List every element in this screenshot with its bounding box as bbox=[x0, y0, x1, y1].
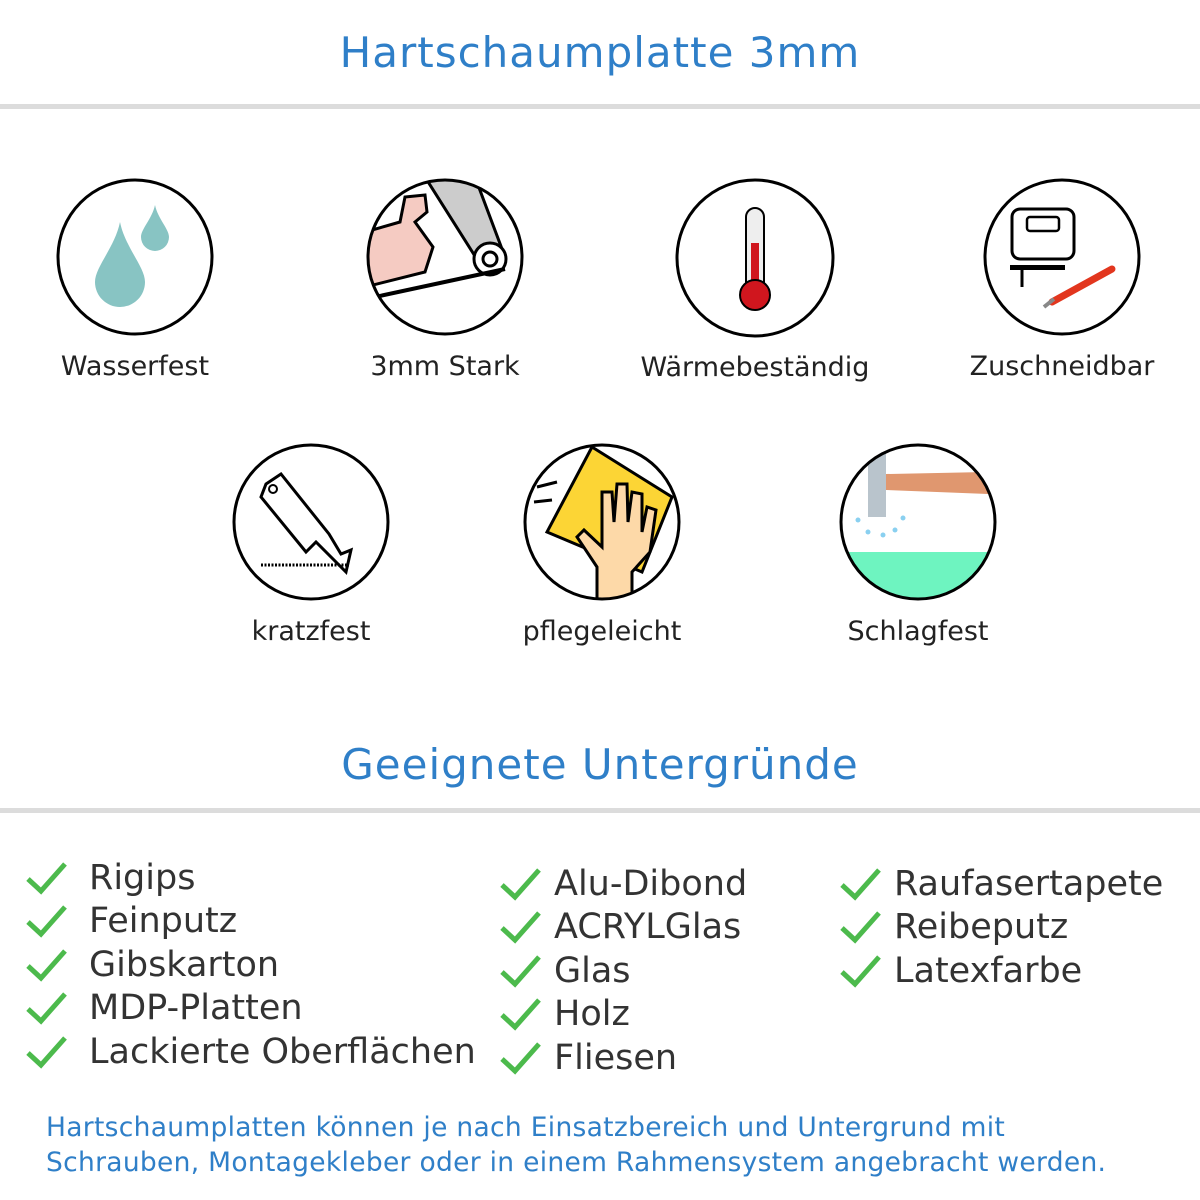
check-icon bbox=[26, 949, 67, 982]
list-item-label: Holz bbox=[554, 994, 630, 1035]
feature-kratzfest: kratzfest bbox=[191, 442, 431, 647]
list-item: MDP-Platten bbox=[25, 987, 476, 1031]
jigsaw-cutter-icon bbox=[983, 178, 1141, 336]
feature-label: Wasserfest bbox=[60, 351, 210, 382]
feature-label: pflegeleicht bbox=[522, 616, 682, 647]
box-cutter-icon bbox=[232, 443, 390, 601]
list-item-label: Feinputz bbox=[89, 901, 238, 942]
list-item: Reibeputz bbox=[839, 906, 1163, 950]
feature-pflegeleicht: pflegeleicht bbox=[482, 442, 722, 647]
list-item: Gibskarton bbox=[25, 943, 476, 987]
water-drops-icon bbox=[56, 178, 214, 336]
feature-label: kratzfest bbox=[251, 616, 371, 647]
check-icon bbox=[500, 1042, 541, 1075]
check-icon bbox=[26, 1036, 67, 1069]
check-icon bbox=[840, 955, 881, 988]
surface-column-1: Rigips Feinputz Gibskarton MDP-Platten L… bbox=[25, 856, 476, 1074]
strong-arm-icon bbox=[366, 178, 524, 336]
hammer-icon bbox=[839, 443, 997, 601]
list-item-label: Alu-Dibond bbox=[554, 863, 748, 904]
list-item: Latexfarbe bbox=[839, 949, 1163, 993]
list-item-label: Latexfarbe bbox=[894, 950, 1083, 991]
list-item-label: Rigips bbox=[89, 857, 196, 898]
feature-label: Zuschneidbar bbox=[969, 351, 1155, 382]
divider bbox=[0, 808, 1200, 813]
feature-schlagfest: Schlagfest bbox=[798, 442, 1038, 647]
list-item: ACRYLGlas bbox=[499, 906, 747, 950]
check-icon bbox=[840, 911, 881, 944]
list-item-label: Gibskarton bbox=[89, 944, 280, 985]
check-icon bbox=[500, 998, 541, 1031]
footer-line-1: Hartschaumplatten können je nach Einsatz… bbox=[46, 1112, 1006, 1143]
list-item-label: Fliesen bbox=[554, 1037, 678, 1078]
list-item: Raufasertapete bbox=[839, 862, 1163, 906]
list-item-label: Glas bbox=[554, 950, 631, 991]
feature-zuschneidbar: Zuschneidbar bbox=[942, 177, 1182, 382]
footer-note: Hartschaumplatten können je nach Einsatz… bbox=[46, 1110, 1106, 1180]
check-icon bbox=[26, 905, 67, 938]
list-item: Feinputz bbox=[25, 900, 476, 944]
list-item: Glas bbox=[499, 949, 747, 993]
check-icon bbox=[500, 911, 541, 944]
list-item-label: MDP-Platten bbox=[89, 988, 303, 1029]
section-title: Geeignete Untergründe bbox=[341, 740, 859, 789]
list-item-label: Lackierte Oberflächen bbox=[89, 1031, 476, 1072]
thermometer-icon bbox=[675, 178, 835, 338]
check-icon bbox=[26, 992, 67, 1025]
feature-label: Schlagfest bbox=[847, 616, 989, 647]
check-icon bbox=[26, 862, 67, 895]
feature-label: 3mm Stark bbox=[370, 351, 520, 382]
footer-line-2: Schrauben, Montagekleber oder in einem R… bbox=[46, 1147, 1107, 1178]
check-icon bbox=[500, 868, 541, 901]
feature-label: Wärmebeständig bbox=[640, 352, 870, 383]
feature-3mm-stark: 3mm Stark bbox=[325, 177, 565, 382]
list-item: Holz bbox=[499, 993, 747, 1037]
check-icon bbox=[500, 955, 541, 988]
surface-column-3: Raufasertapete Reibeputz Latexfarbe bbox=[839, 862, 1163, 993]
hand-sponge-icon bbox=[523, 443, 681, 601]
list-item: Rigips bbox=[25, 856, 476, 900]
list-item: Fliesen bbox=[499, 1036, 747, 1080]
feature-wasserfest: Wasserfest bbox=[15, 177, 255, 382]
page-title: Hartschaumplatte 3mm bbox=[339, 28, 861, 77]
surface-column-2: Alu-Dibond ACRYLGlas Glas Holz Fliesen bbox=[499, 862, 747, 1080]
list-item-label: Reibeputz bbox=[894, 907, 1069, 948]
check-icon bbox=[840, 868, 881, 901]
divider bbox=[0, 104, 1200, 109]
list-item: Lackierte Oberflächen bbox=[25, 1030, 476, 1074]
list-item-label: ACRYLGlas bbox=[554, 907, 742, 948]
feature-waermebestaendig: Wärmebeständig bbox=[635, 178, 875, 383]
list-item-label: Raufasertapete bbox=[894, 863, 1164, 904]
list-item: Alu-Dibond bbox=[499, 862, 747, 906]
